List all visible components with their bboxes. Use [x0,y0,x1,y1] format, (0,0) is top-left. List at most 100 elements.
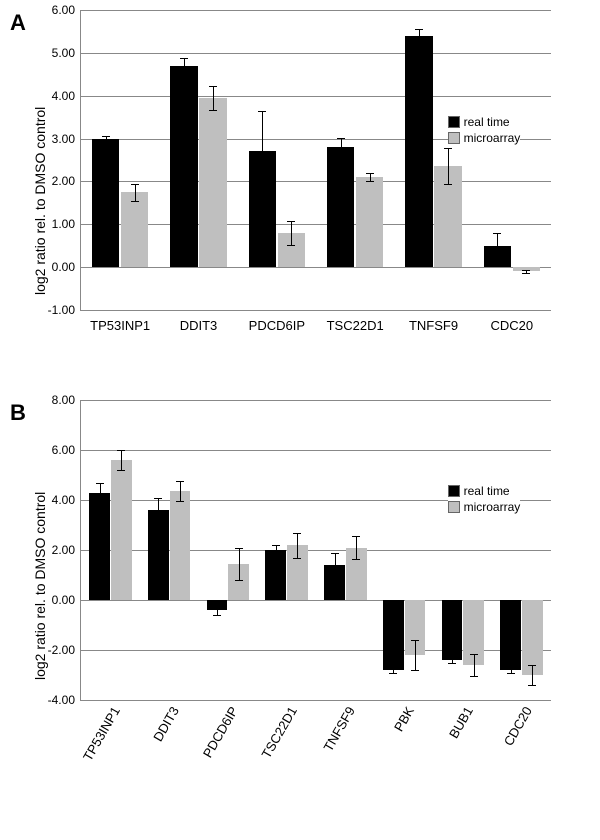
error-bar [370,173,371,182]
error-cap [96,503,104,504]
error-cap [366,173,374,174]
error-cap [209,86,217,87]
error-cap [448,658,456,659]
error-bar [341,138,342,157]
error-cap [507,668,515,669]
bar [405,36,432,267]
error-cap [235,580,243,581]
legend-swatch [448,485,460,497]
error-cap [272,545,280,546]
ylabel-a: log2 ratio rel. to DMSO control [32,107,48,295]
ytick-label: 1.00 [52,217,75,231]
legend: real time microarray [448,115,521,147]
error-cap [293,558,301,559]
error-bar [217,605,218,615]
error-cap [235,548,243,549]
ytick-label: -1.00 [48,303,75,317]
bar [522,600,543,675]
bars-layer [81,400,551,700]
bar [89,493,110,601]
error-bar [297,533,298,558]
error-bar [239,548,240,581]
ytick-label: -4.00 [48,693,75,707]
error-cap [102,136,110,137]
error-cap [470,654,478,655]
error-cap [448,663,456,664]
error-cap [117,450,125,451]
error-cap [131,184,139,185]
error-bar [448,148,449,184]
bar [327,147,354,267]
ytick-label: 0.00 [52,260,75,274]
bar [92,139,119,268]
legend-label: microarray [464,500,521,514]
error-cap [470,676,478,677]
ytick-label: 6.00 [52,443,75,457]
xlabel: TSC22D1 [327,318,384,333]
ytick-label: 4.00 [52,89,75,103]
error-bar [497,233,498,259]
error-cap [180,58,188,59]
error-bar [158,498,159,523]
error-bar [121,450,122,470]
bar [111,460,132,600]
error-cap [415,29,423,30]
error-cap [411,640,419,641]
ytick-label: 3.00 [52,132,75,146]
xlabel: PBK [391,704,417,734]
legend-item: microarray [448,131,521,145]
error-cap [411,670,419,671]
bars-layer [81,10,551,310]
error-cap [389,673,397,674]
bar [170,66,197,267]
error-cap [415,42,423,43]
error-cap [213,615,221,616]
error-bar [184,58,185,73]
legend-swatch [448,501,460,513]
error-cap [258,111,266,112]
error-cap [272,556,280,557]
legend-item: microarray [448,500,521,514]
error-cap [522,270,530,271]
error-cap [493,233,501,234]
xlabel: CDC20 [500,704,534,748]
xlabel: TP53INP1 [90,318,150,333]
ytick-label: 5.00 [52,46,75,60]
panel-label-a: A [10,10,26,36]
chart-a: -1.000.001.002.003.004.005.006.00TP53INP… [80,10,551,311]
xlabel: BUB1 [446,704,476,741]
error-cap [352,559,360,560]
bar [500,600,521,670]
error-bar [262,111,263,192]
error-cap [287,221,295,222]
error-bar [135,184,136,201]
error-cap [444,148,452,149]
bar [121,192,148,267]
error-cap [528,685,536,686]
error-cap [337,157,345,158]
legend-label: real time [464,115,510,129]
error-cap [209,110,217,111]
ytick-label: 4.00 [52,493,75,507]
chart-b: -4.00-2.000.002.004.006.008.00TP53INP1DD… [80,400,551,701]
error-cap [96,483,104,484]
error-cap [444,184,452,185]
error-cap [117,470,125,471]
error-bar [419,29,420,42]
error-cap [154,498,162,499]
xlabel: PDCD6IP [249,318,305,333]
legend-item: real time [448,115,521,129]
bar [356,177,383,267]
xlabel: CDC20 [491,318,534,333]
error-bar [180,481,181,501]
error-cap [176,481,184,482]
error-cap [352,536,360,537]
error-cap [293,533,301,534]
xlabel: TP53INP1 [80,704,123,763]
error-bar [474,654,475,677]
bar [442,600,463,660]
error-cap [507,673,515,674]
error-cap [154,523,162,524]
error-cap [213,605,221,606]
bar [265,550,286,600]
